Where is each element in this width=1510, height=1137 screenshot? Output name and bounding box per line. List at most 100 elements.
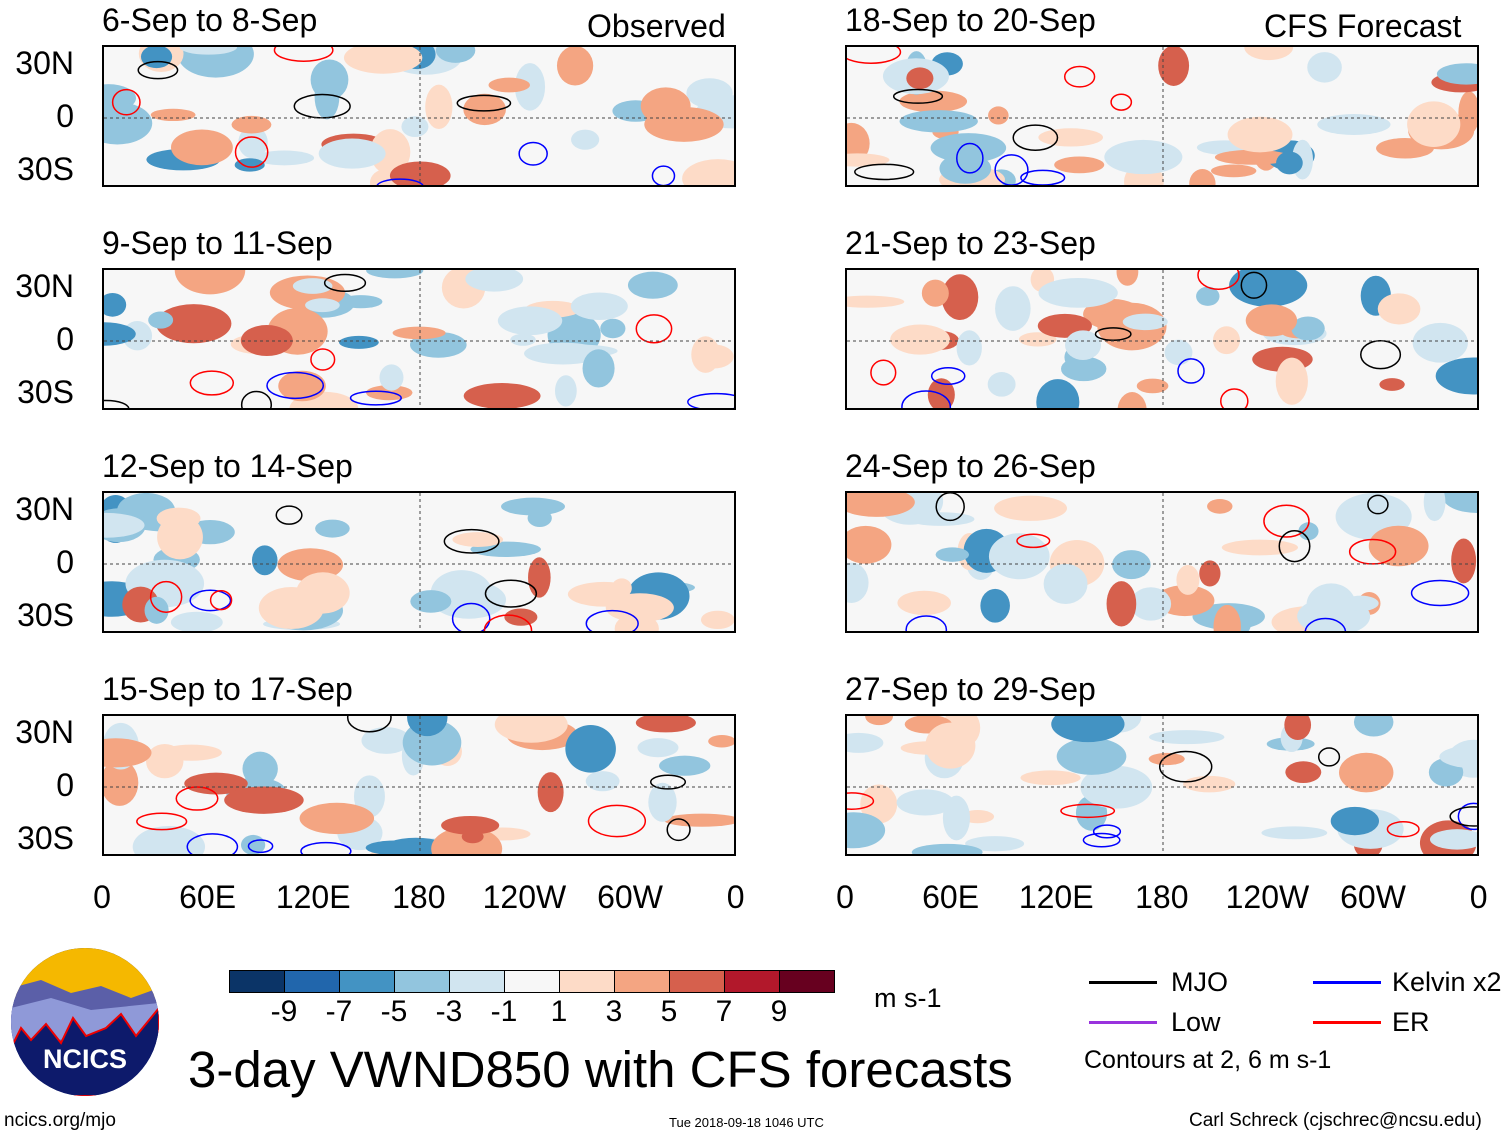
legend-label-kelvin: Kelvin x2 bbox=[1392, 967, 1502, 997]
wind-anomaly-shading bbox=[659, 755, 711, 776]
wave-contour bbox=[666, 818, 691, 842]
wind-anomaly-shading bbox=[1176, 564, 1200, 595]
wind-anomaly-shading bbox=[310, 59, 349, 100]
wind-anomaly-shading bbox=[663, 813, 734, 827]
wind-anomaly-shading bbox=[1207, 499, 1233, 514]
wind-anomaly-shading bbox=[366, 270, 424, 279]
wind-anomaly-shading bbox=[965, 836, 1025, 852]
wind-anomaly-shading bbox=[1189, 168, 1216, 185]
wave-contour bbox=[1094, 327, 1132, 342]
colorbar-units: m s-1 bbox=[874, 983, 942, 1013]
wind-anomaly-shading bbox=[1451, 538, 1477, 584]
wind-anomaly-shading bbox=[1199, 560, 1221, 587]
wind-anomaly-shading bbox=[600, 318, 626, 339]
wind-anomaly-shading bbox=[431, 580, 507, 619]
wind-anomaly-shading bbox=[1117, 392, 1147, 408]
wind-anomaly-shading bbox=[242, 751, 278, 786]
wind-anomaly-shading bbox=[452, 532, 504, 547]
wind-anomaly-shading bbox=[156, 304, 232, 344]
wave-contour bbox=[310, 348, 336, 371]
wave-contour bbox=[186, 833, 239, 854]
wave-contour bbox=[484, 579, 538, 608]
footer-url[interactable]: ncics.org/mjo bbox=[4, 1110, 116, 1131]
map-panel bbox=[845, 268, 1479, 410]
wind-anomaly-shading bbox=[900, 741, 958, 755]
x-tick-label: 120E bbox=[275, 879, 351, 915]
colorbar-label: -9 bbox=[270, 995, 298, 1028]
wave-contour bbox=[1348, 538, 1397, 565]
legend-line-mjo bbox=[1089, 981, 1157, 984]
wind-anomaly-shading bbox=[1442, 493, 1477, 513]
panel-title: 24-Sep to 26-Sep bbox=[845, 448, 1096, 484]
wind-anomaly-shading bbox=[1317, 114, 1391, 135]
wind-anomaly-shading bbox=[995, 286, 1031, 331]
wind-anomaly-shading bbox=[537, 772, 564, 813]
wave-contour bbox=[273, 47, 334, 62]
wind-anomaly-shading bbox=[104, 759, 139, 806]
wind-anomaly-shading bbox=[956, 330, 982, 366]
wave-contour bbox=[189, 370, 235, 396]
wind-anomaly-shading bbox=[1054, 156, 1105, 174]
colorbar-label: 3 bbox=[605, 995, 623, 1028]
wind-anomaly-shading bbox=[104, 102, 153, 145]
colorbar-swatch bbox=[724, 970, 780, 993]
wave-contour bbox=[240, 390, 273, 408]
wave-contour bbox=[935, 493, 965, 522]
colorbar-label: -5 bbox=[380, 995, 408, 1028]
wind-anomaly-shading bbox=[258, 586, 324, 630]
wind-anomaly-shading bbox=[708, 734, 734, 748]
wave-contour bbox=[1016, 533, 1051, 549]
wind-anomaly-shading bbox=[1104, 139, 1183, 175]
x-tick-label: 120W bbox=[482, 879, 567, 915]
wind-anomaly-shading bbox=[847, 562, 869, 603]
panel-title: 6-Sep to 8-Sep bbox=[102, 2, 318, 38]
wind-anomaly-shading bbox=[510, 333, 536, 346]
wave-contour bbox=[870, 359, 897, 386]
panel-title: 12-Sep to 14-Sep bbox=[102, 448, 353, 484]
colorbar-label: 1 bbox=[550, 995, 568, 1028]
wind-anomaly-shading bbox=[1439, 744, 1477, 769]
wind-anomaly-shading bbox=[896, 789, 954, 816]
footer-author: Carl Schreck (cjschrec@ncsu.edu) bbox=[1189, 1110, 1482, 1131]
wind-anomaly-shading bbox=[104, 738, 152, 768]
colorbar-label: -7 bbox=[325, 995, 353, 1028]
x-tick-label: 120W bbox=[1225, 879, 1310, 915]
wind-anomaly-shading bbox=[160, 744, 222, 761]
wind-anomaly-shading bbox=[1213, 326, 1240, 355]
wind-anomaly-shading bbox=[988, 533, 1050, 580]
wind-anomaly-shading bbox=[1368, 525, 1429, 567]
wave-contour bbox=[1063, 65, 1096, 88]
wind-anomaly-shading bbox=[104, 292, 127, 317]
wind-anomaly-shading bbox=[921, 279, 949, 307]
wind-anomaly-shading bbox=[987, 372, 1016, 397]
wave-contour bbox=[1220, 388, 1249, 408]
wind-anomaly-shading bbox=[1276, 151, 1303, 175]
wind-anomaly-shading bbox=[1423, 493, 1446, 522]
x-tick-label: 0 bbox=[93, 879, 111, 915]
wave-contour bbox=[149, 580, 183, 613]
wind-anomaly-shading bbox=[847, 812, 886, 849]
wind-anomaly-shading bbox=[635, 716, 696, 733]
wind-anomaly-shading bbox=[930, 133, 1007, 163]
wind-anomaly-shading bbox=[627, 271, 678, 299]
wind-anomaly-shading bbox=[682, 159, 734, 185]
wind-anomaly-shading bbox=[847, 295, 905, 308]
wind-anomaly-shading bbox=[1038, 128, 1104, 147]
legend-label-er: ER bbox=[1392, 1007, 1430, 1037]
wind-anomaly-shading bbox=[1036, 379, 1080, 408]
wind-anomaly-shading bbox=[407, 716, 448, 737]
logo: NCICS bbox=[11, 948, 159, 1096]
wind-anomaly-shading bbox=[343, 47, 423, 74]
map-panel bbox=[845, 714, 1479, 856]
forecast-header: CFS Forecast bbox=[1264, 8, 1462, 44]
wave-contour bbox=[456, 94, 512, 112]
wave-contour bbox=[687, 392, 734, 408]
wave-contour bbox=[104, 399, 130, 408]
wind-anomaly-shading bbox=[1158, 47, 1190, 86]
wind-anomaly-shading bbox=[365, 840, 426, 854]
wind-anomaly-shading bbox=[1164, 339, 1193, 366]
wind-anomaly-shading bbox=[1210, 164, 1257, 178]
wind-anomaly-shading bbox=[104, 322, 136, 346]
wind-anomaly-shading bbox=[338, 335, 379, 349]
contour-note: Contours at 2, 6 m s-1 bbox=[1084, 1046, 1332, 1074]
